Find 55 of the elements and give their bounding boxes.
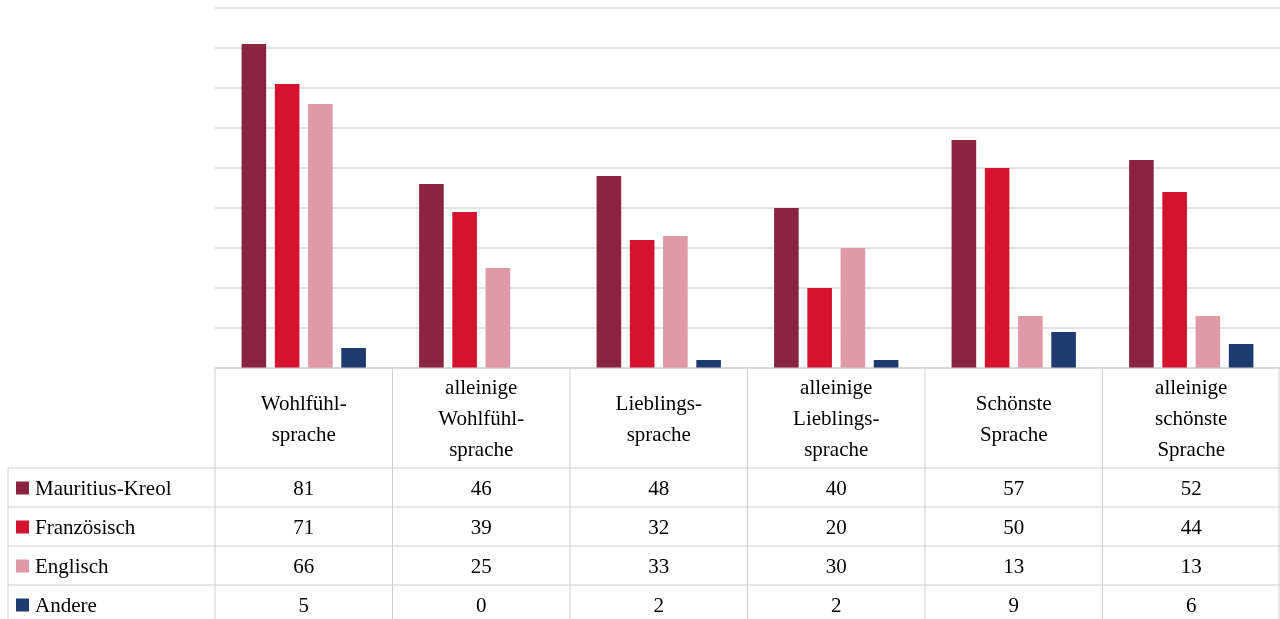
bar [341, 348, 366, 368]
bar [274, 84, 300, 368]
data-label: 13 [1003, 553, 1025, 578]
bar [984, 168, 1010, 368]
bar [241, 44, 267, 368]
bar [1018, 316, 1043, 368]
bar [629, 240, 655, 368]
legend-label: Mauritius-Kreol [35, 475, 172, 500]
bar [1228, 344, 1254, 368]
x-tick-label: Wohlfühl-sprache [260, 390, 347, 446]
bar [596, 176, 622, 368]
x-tick-label: alleinige Lieblings-sprache [793, 375, 880, 462]
bar [1051, 332, 1076, 368]
legend-label: Andere [35, 592, 97, 617]
data-label: 32 [648, 514, 670, 539]
data-label: 13 [1180, 553, 1202, 578]
bar [485, 268, 511, 368]
bar [840, 248, 866, 368]
data-label: 40 [825, 475, 847, 500]
bar [774, 208, 799, 368]
data-label: 0 [476, 592, 487, 617]
bar [951, 140, 977, 368]
x-tick-label: Lieblings-sprache [615, 390, 702, 446]
bar [1162, 192, 1187, 368]
data-label: 20 [825, 514, 847, 539]
legend-label: Englisch [35, 553, 109, 578]
bar [807, 288, 832, 368]
legend-label: Französisch [35, 514, 136, 539]
data-label: 81 [293, 475, 315, 500]
data-label: 52 [1180, 475, 1202, 500]
bar [452, 212, 477, 368]
data-label: 50 [1003, 514, 1025, 539]
bar [1195, 316, 1221, 368]
x-tick-label: alleinige Wohlfühl-sprache [438, 375, 525, 462]
data-label: 5 [298, 592, 309, 617]
bar [1129, 160, 1154, 368]
data-label: 9 [1008, 592, 1019, 617]
data-label: 25 [470, 553, 492, 578]
data-label: 30 [825, 553, 847, 578]
data-label: 46 [470, 475, 492, 500]
data-label: 71 [293, 514, 315, 539]
data-label: 57 [1003, 475, 1025, 500]
data-label: 48 [648, 475, 670, 500]
x-tick-label: Schönste Sprache [975, 390, 1052, 446]
bar [308, 104, 333, 368]
data-label: 6 [1186, 592, 1197, 617]
data-label: 2 [831, 592, 842, 617]
bar [419, 184, 444, 368]
data-label: 44 [1180, 514, 1203, 539]
data-label: 2 [653, 592, 664, 617]
x-tick-label: alleinige schönste Sprache [1155, 375, 1228, 462]
data-label: 66 [293, 553, 315, 578]
data-label: 39 [470, 514, 492, 539]
data-label: 33 [648, 553, 670, 578]
bar [663, 236, 688, 368]
